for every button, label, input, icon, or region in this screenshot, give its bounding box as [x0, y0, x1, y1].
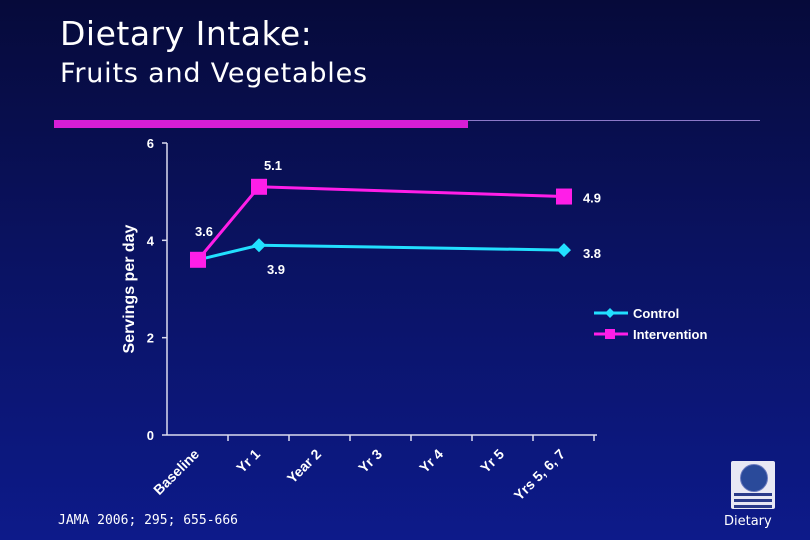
journal-logo-icon — [731, 461, 775, 509]
x-tick-label: Yr 1 — [233, 446, 263, 476]
y-tick-label: 6 — [147, 136, 154, 151]
title-divider-line — [468, 120, 760, 121]
x-tick-label: Yr 4 — [416, 446, 446, 476]
data-label: 3.9 — [267, 262, 285, 277]
slide-title: Dietary Intake: — [60, 14, 313, 53]
data-point-intervention — [190, 251, 206, 268]
data-point-intervention — [556, 188, 572, 205]
x-tick-label: Year 2 — [284, 446, 325, 487]
data-label: 5.1 — [264, 158, 282, 173]
legend-label: Control — [633, 306, 679, 321]
x-tick-label: Baseline — [150, 446, 202, 498]
series-line-control — [197, 243, 565, 262]
legend-marker-intervention — [605, 329, 615, 339]
slide-subtitle: Fruits and Vegetables — [60, 58, 368, 89]
x-tick-label: Yrs 5, 6, 7 — [511, 446, 569, 504]
y-axis-label: Servings per day — [121, 224, 138, 353]
data-point-intervention — [251, 178, 267, 195]
title-accent-bar — [54, 120, 468, 128]
footer-label: Dietary — [724, 514, 772, 529]
x-tick-label: Yr 5 — [477, 446, 507, 476]
legend-label: Intervention — [633, 327, 707, 342]
data-label: 3.6 — [195, 224, 213, 239]
x-tick-label: Yr 3 — [355, 446, 385, 476]
data-point-control — [557, 243, 571, 258]
citation: JAMA 2006; 295; 655-666 — [58, 513, 239, 528]
y-tick-label: 2 — [147, 331, 154, 346]
legend-marker-control — [605, 308, 615, 318]
data-label: 3.8 — [583, 246, 601, 261]
data-label: 4.9 — [583, 191, 601, 206]
data-point-control — [252, 238, 266, 253]
y-tick-label: 4 — [147, 233, 155, 248]
y-tick-label: 0 — [147, 428, 154, 443]
